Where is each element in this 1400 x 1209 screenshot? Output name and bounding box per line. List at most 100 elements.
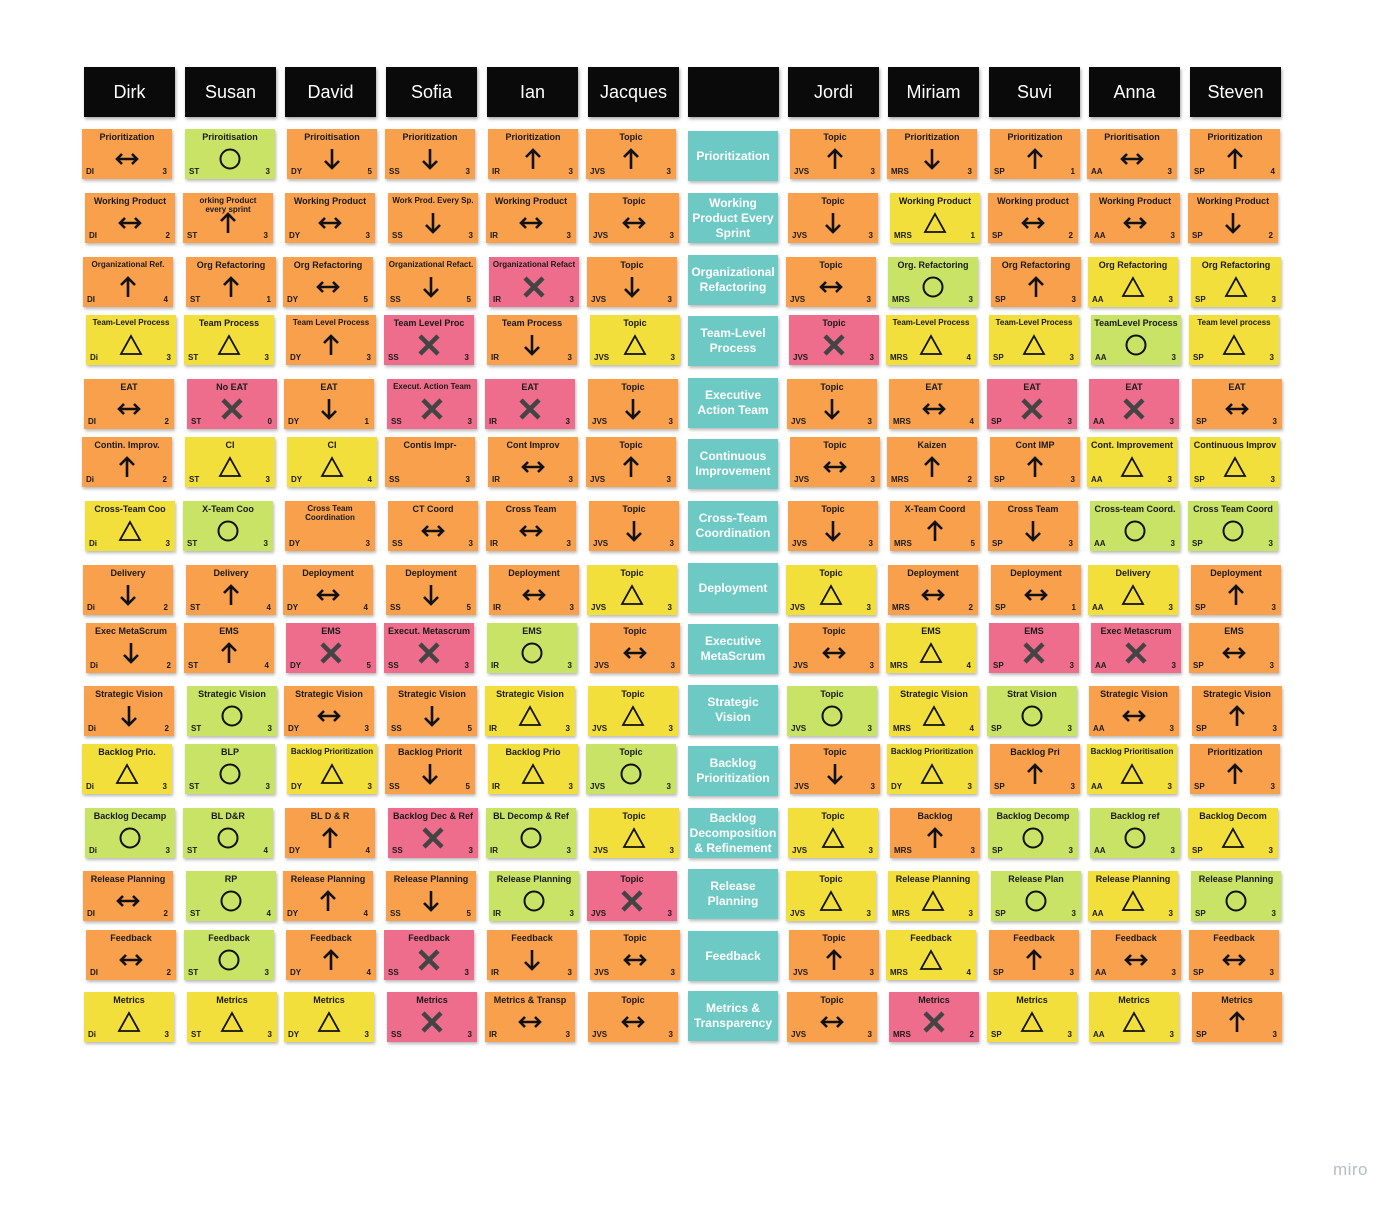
sticky-note[interactable]: X-Team Coord MRS 5 <box>890 501 980 551</box>
sticky-note[interactable]: Priroitisation ST 3 <box>185 129 275 179</box>
sticky-note[interactable]: Topic JVS 3 <box>587 565 677 615</box>
sticky-note[interactable]: Prioritization SP 3 <box>1190 744 1280 794</box>
sticky-note[interactable]: Strategic Vision DY 3 <box>284 686 374 736</box>
sticky-note[interactable]: Cross Team Coord SP 3 <box>1188 501 1278 551</box>
sticky-note[interactable]: Feedback SP 3 <box>989 930 1079 980</box>
sticky-note[interactable]: Execut. Action Team SS 3 <box>387 379 477 429</box>
sticky-note[interactable]: X-Team Coo ST 3 <box>183 501 273 551</box>
sticky-note[interactable]: Working Product AA 3 <box>1090 193 1180 243</box>
sticky-note[interactable]: Topic JVS 3 <box>788 501 878 551</box>
sticky-note[interactable]: EAT MRS 4 <box>889 379 979 429</box>
sticky-note[interactable]: Metrics & Transp IR 3 <box>485 992 575 1042</box>
sticky-note[interactable]: Org Refactoring AA 3 <box>1088 257 1178 307</box>
sticky-note[interactable]: Topic JVS 3 <box>590 623 680 673</box>
topic-sticky-note[interactable]: Feedback <box>688 931 778 981</box>
sticky-note[interactable]: Topic JVS 3 <box>789 623 879 673</box>
sticky-note[interactable]: EMS IR 3 <box>487 623 577 673</box>
sticky-note[interactable]: Cross Team Coordination DY 3 <box>285 501 375 551</box>
sticky-note[interactable]: Topic JVS 3 <box>789 315 879 365</box>
column-header[interactable]: Jacques <box>588 67 679 117</box>
column-header[interactable]: Suvi <box>989 67 1080 117</box>
sticky-note[interactable]: Prioritization SP 1 <box>990 129 1080 179</box>
column-header[interactable]: Dirk <box>84 67 175 117</box>
sticky-note[interactable]: BL D&R ST 4 <box>183 808 273 858</box>
sticky-note[interactable]: Topic JVS 3 <box>588 379 678 429</box>
sticky-note[interactable]: Exec Metascrum AA 3 <box>1091 623 1181 673</box>
sticky-note[interactable]: EAT DI 2 <box>84 379 174 429</box>
sticky-note[interactable]: Backlog Prioritization DY 3 <box>887 744 977 794</box>
sticky-note[interactable]: Backlog Dec & Ref SS 3 <box>388 808 478 858</box>
column-header[interactable]: Steven <box>1190 67 1281 117</box>
sticky-note[interactable]: Release Planning AA 3 <box>1088 871 1178 921</box>
sticky-note[interactable]: Feedback ST 3 <box>184 930 274 980</box>
sticky-note[interactable]: CI DY 4 <box>287 437 377 487</box>
sticky-note[interactable]: Strategic Vision MRS 4 <box>889 686 979 736</box>
sticky-note[interactable]: Topic JVS 3 <box>790 744 880 794</box>
sticky-note[interactable]: Organizational Refact IR 3 <box>489 257 579 307</box>
sticky-note[interactable]: Release Planning DI 2 <box>83 871 173 921</box>
topic-sticky-note[interactable]: Executive Action Team <box>688 378 778 428</box>
sticky-note[interactable]: Feedback DY 4 <box>286 930 376 980</box>
sticky-note[interactable]: Feedback MRS 4 <box>886 930 976 980</box>
sticky-note[interactable]: EMS ST 4 <box>184 623 274 673</box>
sticky-note[interactable]: Strategic Vision AA 3 <box>1089 686 1179 736</box>
sticky-note[interactable]: Topic JVS 3 <box>788 808 878 858</box>
sticky-note[interactable]: EAT SP 3 <box>987 379 1077 429</box>
topic-sticky-note[interactable]: Backlog Prioritization <box>688 746 778 796</box>
topic-sticky-note[interactable]: Backlog Decomposition & Refinement <box>688 808 778 858</box>
column-header[interactable]: Sofia <box>386 67 477 117</box>
sticky-note[interactable]: Org. Refactoring MRS 3 <box>888 257 978 307</box>
sticky-note[interactable]: CI ST 3 <box>185 437 275 487</box>
sticky-note[interactable]: Continuous Improv SP 3 <box>1190 437 1280 487</box>
sticky-note[interactable]: Cont IMP SP 3 <box>990 437 1080 487</box>
sticky-note[interactable]: Cont Improv IR 3 <box>488 437 578 487</box>
column-header[interactable] <box>688 67 779 117</box>
topic-sticky-note[interactable]: Deployment <box>688 563 778 613</box>
sticky-note[interactable]: Prioritization MRS 3 <box>887 129 977 179</box>
sticky-note[interactable]: Topic JVS 3 <box>590 930 680 980</box>
sticky-note[interactable]: Prioritization SS 3 <box>385 129 475 179</box>
topic-sticky-note[interactable]: Metrics & Transparency <box>688 991 778 1041</box>
sticky-note[interactable]: Team Process IR 3 <box>487 315 577 365</box>
sticky-note[interactable]: BLP ST 3 <box>185 744 275 794</box>
sticky-note[interactable]: Backlog Prio. Di 3 <box>82 744 172 794</box>
sticky-note[interactable]: Org Refactoring ST 1 <box>186 257 276 307</box>
column-header[interactable]: Jordi <box>788 67 879 117</box>
sticky-note[interactable]: orking Product every sprint ST 3 <box>183 193 273 243</box>
sticky-note[interactable]: Team Process ST 3 <box>184 315 274 365</box>
sticky-note[interactable]: EMS SP 3 <box>1189 623 1279 673</box>
sticky-note[interactable]: Topic JVS 3 <box>589 193 679 243</box>
sticky-note[interactable]: Metrics SS 3 <box>387 992 477 1042</box>
sticky-note[interactable]: Strategic Vision SP 3 <box>1192 686 1282 736</box>
sticky-note[interactable]: Delivery Di 2 <box>83 565 173 615</box>
sticky-note[interactable]: Org Refactoring DY 5 <box>283 257 373 307</box>
sticky-note[interactable]: Backlog ref AA 3 <box>1090 808 1180 858</box>
sticky-note[interactable]: Feedback DI 2 <box>86 930 176 980</box>
sticky-note[interactable]: Release Planning SP 3 <box>1191 871 1281 921</box>
topic-sticky-note[interactable]: Executive MetaScrum <box>688 624 778 674</box>
sticky-note[interactable]: Metrics AA 3 <box>1089 992 1179 1042</box>
sticky-note[interactable]: Work Prod. Every Sp. SS 3 <box>388 193 478 243</box>
topic-sticky-note[interactable]: Continuous Improvement <box>688 439 778 489</box>
sticky-note[interactable]: Topic JVS 3 <box>790 437 880 487</box>
topic-sticky-note[interactable]: Prioritization <box>688 131 778 181</box>
sticky-note[interactable]: Metrics SP 3 <box>1192 992 1282 1042</box>
sticky-note[interactable]: Prioritisation AA 3 <box>1087 129 1177 179</box>
sticky-note[interactable]: Strategic Vision ST 3 <box>187 686 277 736</box>
sticky-note[interactable]: Topic JVS 3 <box>789 930 879 980</box>
sticky-note[interactable]: Strategic Vision IR 3 <box>485 686 575 736</box>
topic-sticky-note[interactable]: Strategic Vision <box>688 685 778 735</box>
sticky-note[interactable]: Backlog Decom SP 3 <box>1188 808 1278 858</box>
sticky-note[interactable]: Strat Vision SP 3 <box>987 686 1077 736</box>
sticky-note[interactable]: Backlog Prioritisation AA 3 <box>1087 744 1177 794</box>
sticky-note[interactable]: Working Product DY 3 <box>285 193 375 243</box>
sticky-note[interactable]: Cross-team Coord. AA 3 <box>1090 501 1180 551</box>
sticky-note[interactable]: Team Level Proc SS 3 <box>384 315 474 365</box>
topic-sticky-note[interactable]: Release Planning <box>688 869 778 919</box>
sticky-note[interactable]: Release Planning IR 3 <box>489 871 579 921</box>
sticky-note[interactable]: BL D & R DY 4 <box>285 808 375 858</box>
sticky-note[interactable]: BL Decomp & Ref IR 3 <box>486 808 576 858</box>
sticky-note[interactable]: Topic JVS 3 <box>586 744 676 794</box>
sticky-note[interactable]: Exec MetaScrum Di 2 <box>86 623 176 673</box>
sticky-note[interactable]: Metrics SP 3 <box>987 992 1077 1042</box>
